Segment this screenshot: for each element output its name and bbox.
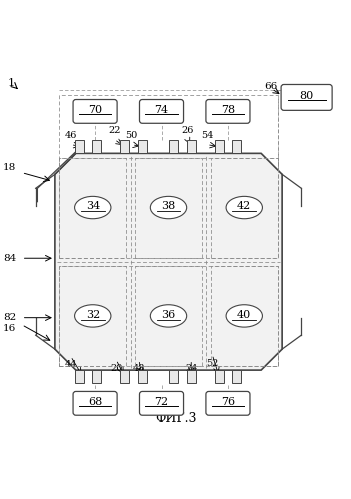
FancyBboxPatch shape xyxy=(139,99,184,123)
Text: 74: 74 xyxy=(154,105,168,115)
Bar xyxy=(232,140,241,153)
Text: 1: 1 xyxy=(8,78,15,88)
Ellipse shape xyxy=(226,197,263,219)
Text: 32: 32 xyxy=(86,310,100,320)
Bar xyxy=(59,95,278,366)
Bar xyxy=(232,370,241,383)
FancyBboxPatch shape xyxy=(206,391,250,415)
Text: 26: 26 xyxy=(181,126,194,135)
Bar xyxy=(138,140,147,153)
Text: 66: 66 xyxy=(265,82,278,91)
Bar xyxy=(215,140,224,153)
Text: 34: 34 xyxy=(86,202,100,212)
Bar xyxy=(92,370,101,383)
Bar xyxy=(138,370,147,383)
Text: ФИГ.3: ФИГ.3 xyxy=(155,412,196,425)
Bar xyxy=(120,140,129,153)
Bar xyxy=(211,158,278,257)
Text: 22: 22 xyxy=(108,126,120,135)
Bar xyxy=(187,370,196,383)
Bar xyxy=(59,158,278,257)
Ellipse shape xyxy=(226,305,263,327)
Text: 24: 24 xyxy=(185,364,198,373)
Bar xyxy=(59,158,126,257)
Text: 50: 50 xyxy=(126,131,138,140)
Polygon shape xyxy=(55,153,282,370)
Bar xyxy=(215,370,224,383)
Text: 84: 84 xyxy=(3,253,16,263)
Bar xyxy=(59,266,278,366)
Bar xyxy=(120,370,129,383)
FancyBboxPatch shape xyxy=(281,84,332,110)
Bar xyxy=(135,266,202,366)
Text: 46: 46 xyxy=(65,131,77,140)
Text: 82: 82 xyxy=(3,313,16,322)
FancyBboxPatch shape xyxy=(73,391,117,415)
Ellipse shape xyxy=(150,305,187,327)
FancyBboxPatch shape xyxy=(139,391,184,415)
FancyBboxPatch shape xyxy=(73,99,117,123)
Text: 16: 16 xyxy=(3,324,16,333)
Text: 48: 48 xyxy=(133,364,145,373)
FancyBboxPatch shape xyxy=(206,99,250,123)
Text: 70: 70 xyxy=(88,105,102,115)
Bar xyxy=(75,370,84,383)
Text: 52: 52 xyxy=(206,359,218,368)
Bar xyxy=(187,140,196,153)
Text: 54: 54 xyxy=(201,131,213,140)
Text: 20: 20 xyxy=(110,364,122,373)
Ellipse shape xyxy=(74,197,111,219)
Bar xyxy=(170,140,178,153)
Bar xyxy=(135,158,202,257)
Ellipse shape xyxy=(74,305,111,327)
Text: 68: 68 xyxy=(88,397,102,407)
Text: 40: 40 xyxy=(237,310,251,320)
Text: 42: 42 xyxy=(237,202,251,212)
Bar xyxy=(211,266,278,366)
Text: 72: 72 xyxy=(154,397,168,407)
Bar xyxy=(170,370,178,383)
Text: 36: 36 xyxy=(161,310,176,320)
Text: 44: 44 xyxy=(64,360,77,369)
Bar xyxy=(59,266,126,366)
Ellipse shape xyxy=(150,197,187,219)
Text: 76: 76 xyxy=(221,397,235,407)
Text: 80: 80 xyxy=(299,91,314,101)
Bar xyxy=(92,140,101,153)
Text: 78: 78 xyxy=(221,105,235,115)
Text: 38: 38 xyxy=(161,202,176,212)
Text: 18: 18 xyxy=(3,163,16,172)
Bar xyxy=(75,140,84,153)
